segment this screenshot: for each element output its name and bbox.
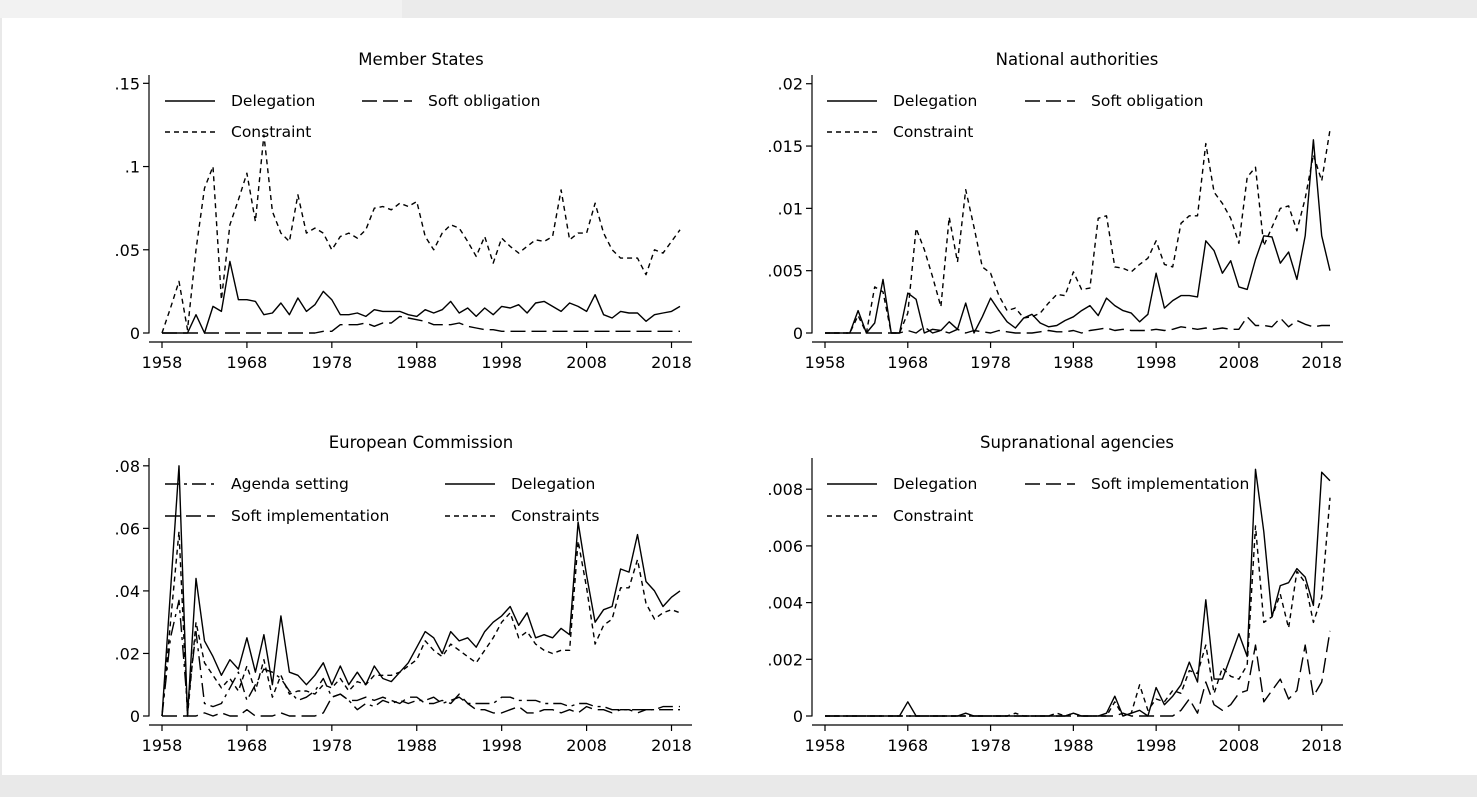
legend-label: Soft implementation <box>1091 475 1249 493</box>
y-tick-label: 0 <box>793 324 803 343</box>
legend-label: Constraints <box>511 507 599 525</box>
x-tick-label: 1988 <box>396 353 437 372</box>
y-tick-label: .02 <box>778 75 803 94</box>
x-tick-label: 2018 <box>1301 736 1342 755</box>
x-tick-label: 1958 <box>805 736 846 755</box>
y-tick-label: .015 <box>767 137 803 156</box>
y-tick-label: .006 <box>767 537 803 556</box>
panel-1: National authorities 0 .005 .01 .015 .02 1958 1… <box>767 50 1343 372</box>
y-tick-label: 0 <box>130 324 140 343</box>
x-tick-label: 1978 <box>970 736 1011 755</box>
panel-title: National authorities <box>996 50 1159 69</box>
x-tick-label: 1978 <box>970 353 1011 372</box>
x-tick-label: 1968 <box>227 736 268 755</box>
legend-label: Agenda setting <box>231 475 349 493</box>
x-tick-label: 2018 <box>651 353 692 372</box>
y-tick-label: .08 <box>115 457 140 476</box>
y-tick-label: .1 <box>125 158 140 177</box>
panel-title: Supranational agencies <box>980 433 1174 452</box>
x-tick-label: 1958 <box>142 353 183 372</box>
x-tick-label: 1988 <box>1053 736 1094 755</box>
series-line-soft-obligation <box>825 316 1330 334</box>
x-tick-label: 1968 <box>887 353 928 372</box>
legend-label: Constraint <box>893 507 973 525</box>
x-tick-label: 1988 <box>396 736 437 755</box>
x-tick-label: 1988 <box>1053 353 1094 372</box>
figure-svg: Member States 0 .05 .1 .15 1958 1968 1978 1988 19… <box>115 50 1343 755</box>
x-tick-label: 1978 <box>311 736 352 755</box>
x-tick-label: 1978 <box>311 353 352 372</box>
figure-canvas: Member States 0 .05 .1 .15 1958 1968 1978 1988 19… <box>2 18 1477 775</box>
y-tick-label: .004 <box>767 594 803 613</box>
y-tick-label: .05 <box>115 241 140 260</box>
x-tick-label: 1968 <box>887 736 928 755</box>
legend-label: Delegation <box>231 92 315 110</box>
series-line-constraint <box>825 497 1331 717</box>
x-tick-label: 2008 <box>566 353 607 372</box>
x-tick-label: 1998 <box>481 736 522 755</box>
panel-3: Supranational agencies 0 .002 .004 .006 .008 1… <box>767 433 1343 755</box>
series-line-delegation <box>825 139 1331 334</box>
series-line-delegation <box>162 260 681 334</box>
panel-0: Member States 0 .05 .1 .15 1958 1968 1978 1988 19… <box>115 50 692 372</box>
legend-label: Soft obligation <box>1091 92 1203 110</box>
series-line-agenda-setting <box>161 599 680 717</box>
legend-label: Delegation <box>893 475 977 493</box>
y-tick-label: .002 <box>767 650 803 669</box>
x-tick-label: 1958 <box>142 736 183 755</box>
y-tick-label: .15 <box>115 74 140 93</box>
series-line-constraints <box>161 530 681 717</box>
x-tick-label: 2008 <box>566 736 607 755</box>
x-tick-label: 2018 <box>1301 353 1342 372</box>
series-line-soft-implementation <box>825 630 1331 717</box>
y-tick-label: .04 <box>115 582 140 601</box>
series-line-constraint <box>825 129 1331 334</box>
legend-label: Constraint <box>893 123 973 141</box>
legend-label: Soft implementation <box>231 507 389 525</box>
y-tick-label: .01 <box>778 199 803 218</box>
legend-label: Delegation <box>893 92 977 110</box>
x-tick-label: 1968 <box>227 353 268 372</box>
panel-2: European Commission 0 .02 .04 .06 .08 1958 1968… <box>115 433 692 755</box>
x-tick-label: 2018 <box>651 736 692 755</box>
series-line-constraint <box>161 134 681 334</box>
x-tick-label: 2008 <box>1219 736 1260 755</box>
x-tick-label: 1958 <box>805 353 846 372</box>
y-tick-label: .02 <box>115 644 140 663</box>
top-tab <box>0 0 402 18</box>
legend-label: Delegation <box>511 475 595 493</box>
y-tick-label: 0 <box>130 707 140 726</box>
x-tick-label: 1998 <box>481 353 522 372</box>
legend-label: Soft obligation <box>428 92 540 110</box>
legend-label: Constraint <box>231 123 311 141</box>
y-tick-label: 0 <box>793 707 803 726</box>
series-line-soft-obligation <box>162 315 680 334</box>
series-line-soft-implementation <box>162 693 680 717</box>
top-strip <box>0 0 1477 18</box>
y-tick-label: .06 <box>115 519 140 538</box>
y-tick-label: .005 <box>767 262 803 281</box>
panel-title: Member States <box>358 50 483 69</box>
x-tick-label: 1998 <box>1136 736 1177 755</box>
panel-title: European Commission <box>329 433 514 452</box>
x-tick-label: 1998 <box>1136 353 1177 372</box>
x-tick-label: 2008 <box>1219 353 1260 372</box>
series-line-delegation <box>161 465 681 717</box>
y-tick-label: .008 <box>767 480 803 499</box>
